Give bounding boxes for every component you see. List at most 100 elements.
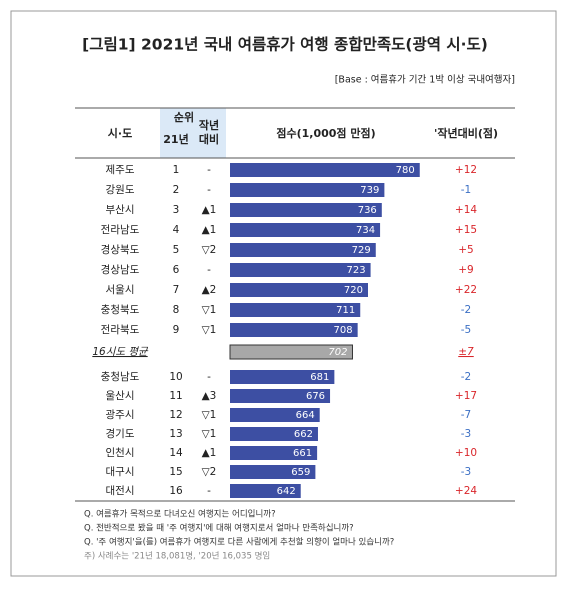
yoy: +22 [455, 284, 477, 296]
bar [230, 263, 371, 277]
bar [230, 427, 318, 441]
yoy: +12 [455, 164, 477, 176]
region: 광주시 [106, 409, 135, 421]
value-label: 723 [346, 265, 365, 276]
average-label: 16시도 평균 [92, 346, 149, 358]
rank: 7 [173, 284, 180, 296]
region: 인천시 [106, 447, 135, 459]
region: 전라북도 [101, 324, 140, 336]
header: 시·도 [108, 127, 132, 140]
bar [230, 465, 316, 479]
header: '작년대비(점) [434, 126, 498, 140]
rank: 1 [173, 164, 180, 176]
rank-change: - [207, 164, 211, 176]
rank-change: ▲3 [202, 390, 217, 402]
rank-change: - [207, 485, 211, 497]
rank: 8 [173, 304, 180, 316]
rank-change: ▽1 [202, 428, 217, 440]
region: 부산시 [106, 204, 135, 216]
rank: 13 [169, 428, 182, 440]
yoy: -7 [461, 409, 471, 421]
note: Q. 전반적으로 봤을 때 '주 여행지'에 대해 여행지로서 얼마나 만족하십… [84, 523, 354, 534]
rank: 5 [173, 244, 180, 256]
bar [230, 243, 376, 257]
note: Q. '주 여행지'을(를) 여름휴가 여행지로 다른 사람에게 추천할 의향이… [84, 537, 394, 548]
yoy: +17 [455, 390, 477, 402]
value-label: 736 [358, 205, 377, 216]
header: 21년 [163, 132, 188, 146]
rank-change: ▲1 [202, 204, 217, 216]
yoy: +5 [458, 244, 473, 256]
rank: 12 [169, 409, 182, 421]
bar [230, 484, 301, 498]
base-note: [Base : 여름휴가 기간 1박 이상 국내여행자] [335, 74, 515, 86]
header: 순위 [174, 111, 194, 124]
header: 작년 대비 [199, 118, 219, 146]
value-label: 661 [293, 448, 312, 459]
value-label: 708 [334, 325, 353, 336]
rank-change: - [207, 184, 211, 196]
region: 대전시 [106, 485, 135, 497]
bar [230, 183, 385, 197]
yoy: +14 [455, 204, 477, 216]
bar [230, 370, 335, 384]
region: 충청남도 [101, 371, 140, 383]
rank-change: ▽1 [202, 324, 217, 336]
region: 전라남도 [101, 224, 140, 236]
region: 서울시 [106, 284, 135, 296]
rank-change: - [207, 371, 211, 383]
value-label: 734 [356, 225, 375, 236]
rank-change: ▽2 [202, 244, 217, 256]
yoy: +10 [455, 447, 477, 459]
bar [230, 323, 358, 337]
average-value-label: 702 [328, 347, 347, 358]
header: 점수(1,000점 만점) [276, 126, 375, 140]
value-label: 780 [396, 165, 415, 176]
value-label: 664 [296, 410, 315, 421]
yoy: -2 [461, 371, 471, 383]
rank: 16 [169, 485, 183, 497]
region: 강원도 [106, 184, 135, 196]
region: 울산시 [106, 390, 135, 402]
value-label: 720 [344, 285, 363, 296]
value-label: 681 [310, 372, 329, 383]
bar [230, 408, 320, 422]
value-label: 739 [360, 185, 379, 196]
rank-change: ▽1 [202, 304, 217, 316]
rank-change: ▽2 [202, 466, 217, 478]
rank: 15 [169, 466, 182, 478]
average-yoy: ±7 [458, 346, 474, 358]
value-label: 711 [336, 305, 355, 316]
value-label: 642 [277, 486, 296, 497]
region: 경기도 [106, 427, 135, 440]
rank: 14 [169, 447, 183, 459]
value-label: 662 [294, 429, 313, 440]
rank: 11 [169, 390, 182, 402]
yoy: -3 [461, 466, 471, 478]
value-label: 659 [291, 467, 310, 478]
bar [230, 303, 361, 317]
value-label: 676 [306, 391, 325, 402]
region: 경상북도 [101, 243, 140, 256]
yoy: +15 [455, 224, 477, 236]
rank: 10 [169, 371, 182, 383]
yoy: +24 [455, 485, 477, 497]
region: 대구시 [106, 466, 135, 478]
rank-header-bg [160, 108, 226, 158]
note: Q. 여름휴가 목적으로 다녀오신 여행지는 어디입니까? [84, 509, 276, 520]
yoy: +9 [458, 264, 473, 276]
bar [230, 223, 381, 237]
rank: 6 [173, 264, 180, 276]
rank: 9 [173, 324, 180, 336]
bar [230, 163, 420, 177]
rank-change: - [207, 264, 211, 276]
rank-change: ▲1 [202, 447, 217, 459]
bar [230, 446, 318, 460]
bar [230, 389, 331, 403]
bar [230, 203, 382, 217]
average-bar [229, 344, 353, 360]
note: 주) 사례수는 '21년 18,081명, '20년 16,035 명임 [84, 551, 270, 562]
chart-title: [그림1] 2021년 국내 여름휴가 여행 종합만족도(광역 시·도) [82, 35, 488, 54]
rank-change: ▲2 [202, 284, 217, 296]
